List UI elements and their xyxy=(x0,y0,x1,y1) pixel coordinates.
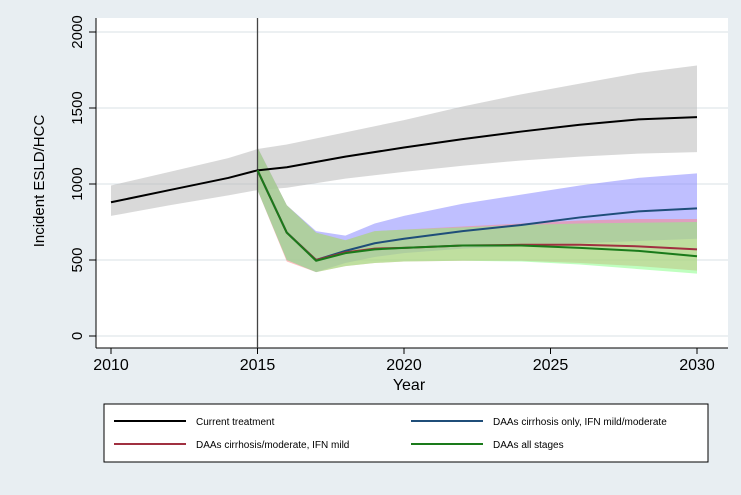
series-line xyxy=(256,169,698,262)
y-tick-label: 1500 xyxy=(69,91,86,124)
legend-label: Current treatment xyxy=(196,417,275,428)
series-line xyxy=(110,116,698,204)
axis-layer: 0 500 1000 1500 2000 2010 2015 2020 2025 2030 xyxy=(69,15,728,374)
x-tick-label: 2010 xyxy=(93,357,129,374)
y-tick-label: 1000 xyxy=(69,167,86,200)
y-axis-label: Incident ESLD/HCC xyxy=(31,115,48,248)
confidence-band xyxy=(257,147,697,274)
y-tick-label: 500 xyxy=(69,247,86,272)
legend-label: DAAs cirrhosis only, IFN mild/moderate xyxy=(493,417,667,428)
y-tick-label: 0 xyxy=(69,332,86,340)
x-tick-label: 2030 xyxy=(679,357,715,374)
x-tick-label: 2015 xyxy=(240,357,276,374)
legend-label: DAAs all stages xyxy=(493,440,564,451)
legend: Current treatment DAAs cirrhosis only, IF… xyxy=(103,403,709,463)
x-tick-label: 2020 xyxy=(386,357,422,374)
legend-label: DAAs cirrhosis/moderate, IFN mild xyxy=(196,440,349,451)
line-layer xyxy=(110,18,698,348)
x-tick-label: 2025 xyxy=(533,357,569,374)
x-axis-label: Year xyxy=(393,377,426,394)
legend-box xyxy=(103,403,709,463)
y-tick-label: 2000 xyxy=(69,15,86,48)
